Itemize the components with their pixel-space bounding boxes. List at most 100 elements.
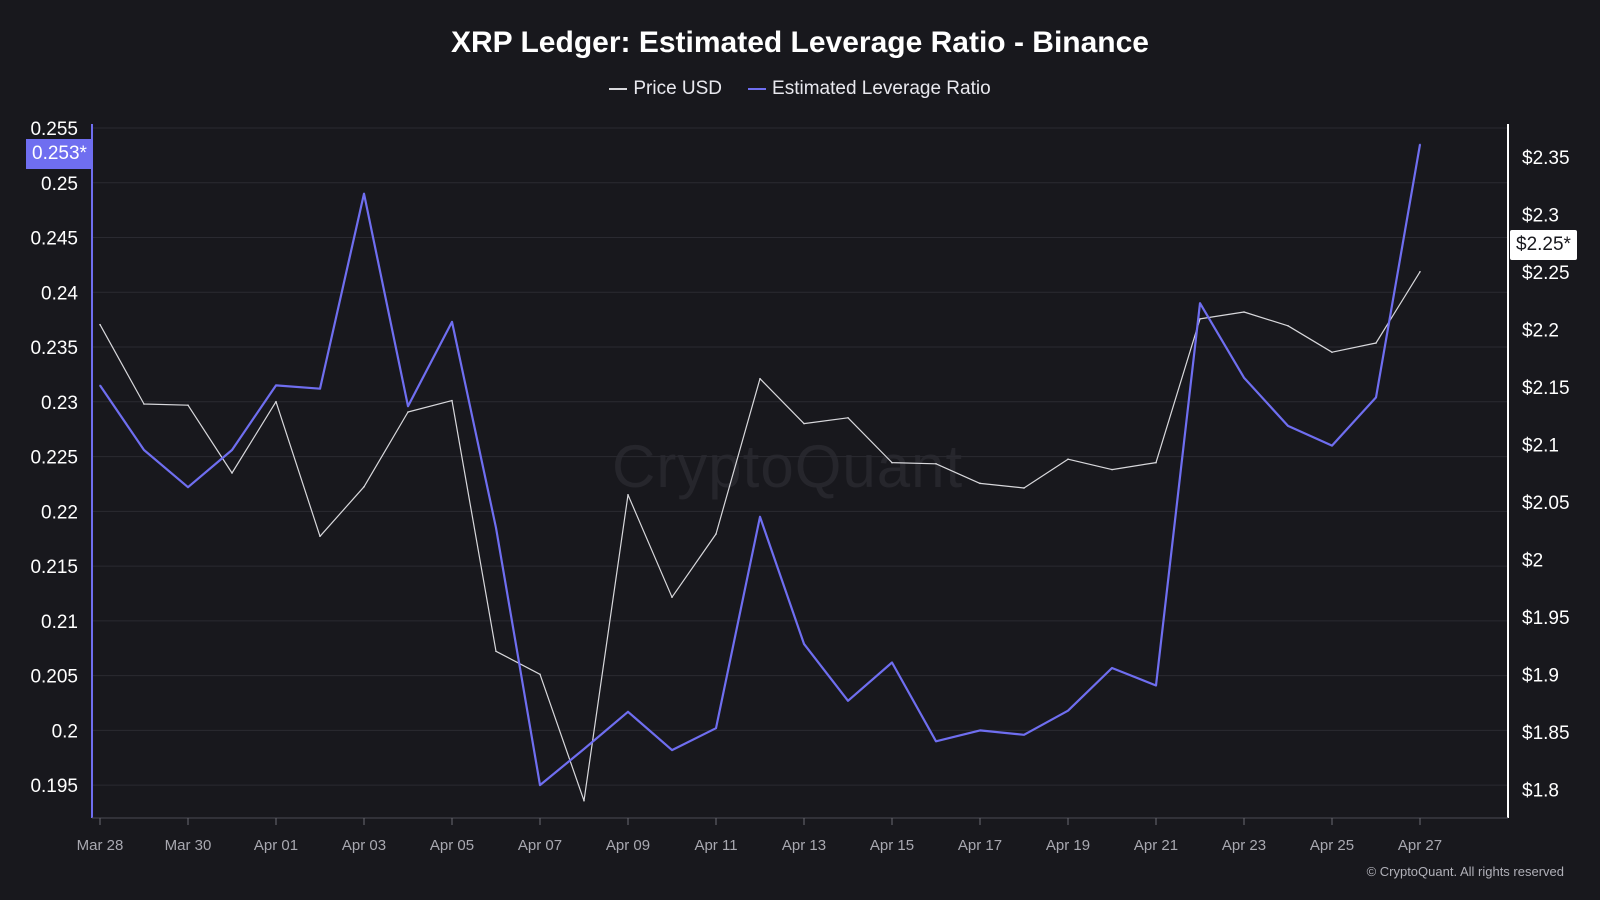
x-axis-tick-label: Apr 27: [1398, 837, 1442, 854]
legend-label-price: Price USD: [633, 78, 723, 99]
x-axis-tick-label: Apr 23: [1222, 837, 1266, 854]
left-axis-tick-label: 0.215: [30, 557, 78, 578]
data-point-price: [803, 422, 805, 425]
data-point-price: [1155, 461, 1157, 464]
data-point-price: [891, 461, 893, 464]
data-point-leverage: [1111, 667, 1113, 669]
data-point-price: [99, 323, 101, 326]
data-point-leverage: [363, 192, 365, 195]
left-axis-tick-label: 0.255: [30, 119, 78, 140]
data-point-price: [143, 403, 145, 405]
data-point-leverage: [583, 748, 585, 750]
right-axis-tick-label: $1.8: [1522, 780, 1559, 801]
data-point-leverage: [1199, 302, 1201, 305]
x-axis-tick-label: Apr 09: [606, 837, 650, 854]
data-point-price: [319, 535, 321, 538]
x-axis-tick-label: Apr 13: [782, 837, 826, 854]
right-axis-tick-label: $2.05: [1522, 493, 1570, 514]
data-point-leverage: [627, 710, 629, 713]
legend-swatch-price: [609, 88, 628, 90]
right-axis-current-value-badge: $2.25*: [1510, 230, 1577, 260]
x-axis-tick-label: Mar 30: [165, 837, 212, 854]
x-axis-tick-label: Apr 25: [1310, 837, 1354, 854]
watermark: CryptoQuant: [612, 433, 964, 500]
data-point-leverage: [143, 449, 145, 451]
x-axis-tick-label: Apr 17: [958, 837, 1002, 854]
left-axis-tick-label: 0.22: [41, 502, 78, 523]
data-point-leverage: [1419, 143, 1421, 146]
data-point-leverage: [539, 784, 541, 786]
data-point-price: [583, 799, 585, 802]
left-axis-tick-label: 0.245: [30, 229, 78, 250]
copyright-notice: © CryptoQuant. All rights reserved: [1366, 864, 1564, 879]
left-axis-tick-label: 0.21: [41, 612, 78, 633]
left-axis-tick-label: 0.24: [41, 283, 78, 304]
data-point-leverage: [1375, 396, 1377, 399]
data-point-leverage: [231, 449, 233, 451]
x-axis-tick-label: Apr 11: [694, 837, 737, 854]
data-point-price: [231, 472, 233, 474]
right-axis-tick-label: $2.15: [1522, 378, 1570, 399]
data-point-leverage: [319, 387, 321, 390]
left-axis-tick-label: 0.205: [30, 667, 78, 688]
data-point-leverage: [979, 729, 981, 732]
data-point-price: [539, 673, 541, 676]
data-point-leverage: [803, 643, 805, 645]
data-point-price: [979, 482, 981, 485]
left-axis-tick-label: 0.25: [41, 174, 78, 195]
data-point-price: [1023, 487, 1025, 489]
right-axis-tick-label: $2.35: [1522, 148, 1570, 169]
data-point-price: [495, 650, 497, 653]
series-line-price-usd: [99, 271, 1421, 802]
x-axis-tick-label: Apr 19: [1046, 837, 1090, 854]
data-point-price: [275, 400, 277, 403]
data-point-leverage: [407, 405, 409, 407]
data-point-price: [363, 486, 365, 488]
data-point-leverage: [99, 384, 101, 387]
data-point-leverage: [1067, 709, 1069, 712]
data-point-leverage: [451, 321, 453, 323]
data-point-leverage: [671, 749, 673, 751]
data-point-price: [1419, 270, 1421, 273]
data-point-leverage: [1331, 444, 1333, 447]
data-point-price: [1199, 318, 1201, 320]
data-point-price: [1243, 311, 1245, 313]
x-axis-tick-label: Apr 05: [430, 837, 474, 854]
x-axis-tick-label: Apr 15: [870, 837, 914, 854]
data-point-leverage: [1243, 376, 1245, 379]
left-axis-tick-label: 0.195: [30, 776, 78, 797]
data-point-price: [1287, 325, 1289, 327]
data-point-leverage: [1287, 425, 1289, 427]
data-point-price: [847, 417, 849, 419]
data-point-leverage: [715, 727, 717, 729]
legend-label-leverage: Estimated Leverage Ratio: [772, 78, 991, 99]
data-point-leverage: [891, 661, 893, 664]
data-point-price: [759, 377, 761, 380]
data-point-price: [1375, 342, 1377, 344]
right-axis-tick-label: $2.1: [1522, 435, 1559, 456]
data-point-price: [1111, 468, 1113, 471]
right-axis-tick-label: $1.95: [1522, 608, 1570, 629]
legend-swatch-leverage: [748, 88, 767, 90]
right-axis-tick-label: $2.2: [1522, 320, 1559, 341]
data-point-leverage: [847, 700, 849, 702]
left-axis-tick-label: 0.225: [30, 448, 78, 469]
data-point-price: [451, 399, 453, 402]
x-axis-tick-label: Apr 21: [1134, 837, 1178, 854]
data-point-price: [407, 411, 409, 413]
left-axis-current-value-badge: 0.253*: [26, 139, 93, 169]
legend-item-leverage[interactable]: Estimated Leverage Ratio: [748, 78, 991, 100]
data-point-price: [627, 494, 629, 496]
x-axis-tick-label: Apr 01: [254, 837, 298, 854]
x-axis-tick-label: Mar 28: [77, 837, 124, 854]
legend-item-price[interactable]: Price USD: [609, 78, 722, 100]
data-point-leverage: [1023, 733, 1025, 736]
data-point-leverage: [275, 384, 277, 387]
right-axis-tick-label: $2.25: [1522, 263, 1570, 284]
right-axis-tick-label: $2: [1522, 550, 1543, 571]
data-point-price: [1067, 458, 1069, 461]
x-axis-tick-label: Apr 07: [518, 837, 562, 854]
left-axis-tick-label: 0.2: [52, 721, 78, 742]
data-point-leverage: [187, 486, 189, 489]
data-point-price: [1331, 351, 1333, 354]
